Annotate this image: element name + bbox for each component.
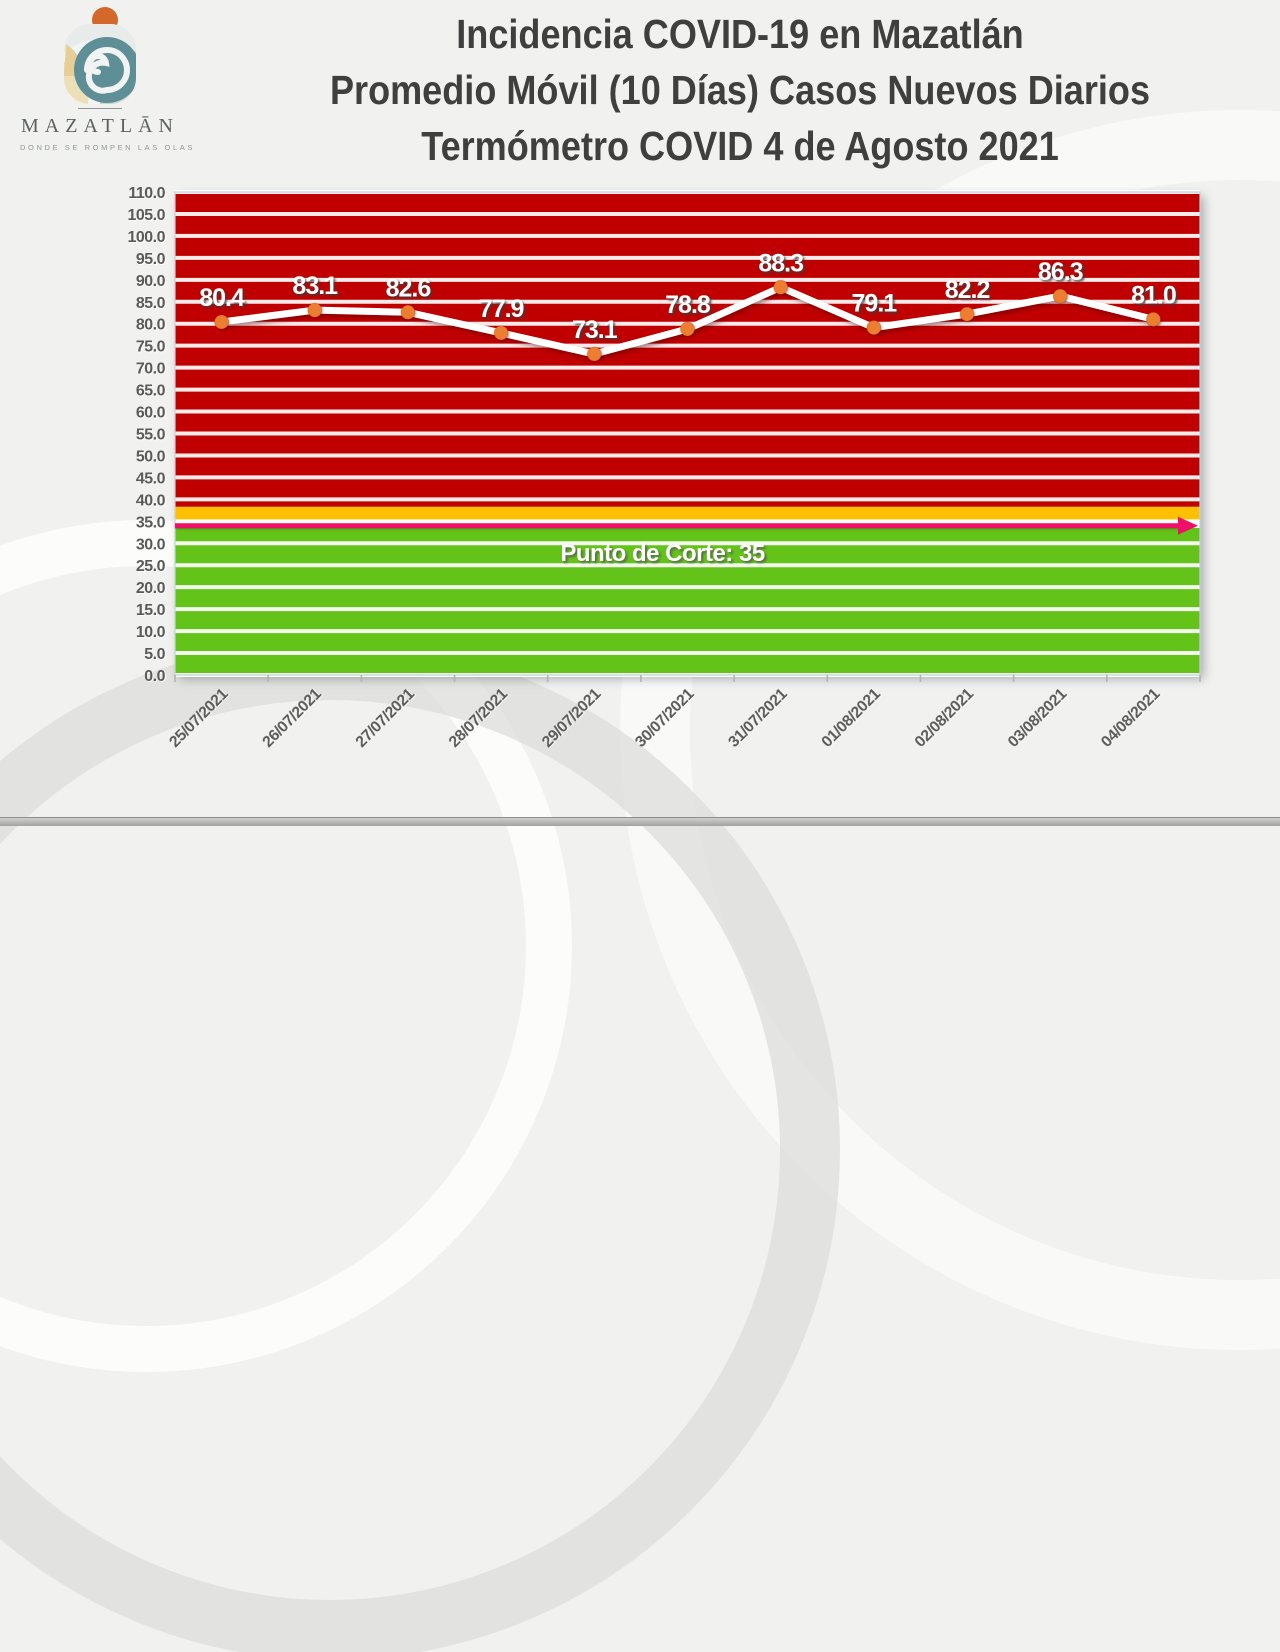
covid-line-chart: 0.0 5.0 10.0 15.0 20.0 25.0 30.0 35.0 40.0 45.0 50… <box>127 185 1201 751</box>
y-tick-label: 50.0 <box>136 448 166 465</box>
data-point <box>680 321 695 337</box>
mazatlan-shell-icon <box>64 7 136 104</box>
x-tick-label: 04/08/2021 <box>1098 685 1164 751</box>
title-line-2: Promedio Móvil (10 Días) Casos Nuevos Di… <box>329 67 1151 113</box>
y-tick-label: 35.0 <box>136 514 166 531</box>
y-tick-label: 40.0 <box>136 492 166 509</box>
zone-yellow-band <box>175 506 1200 520</box>
data-label: 88.3 <box>758 249 803 277</box>
cutoff-label: Punto de Corte: 35 <box>560 540 765 567</box>
zone-green-band <box>175 527 1200 675</box>
logo-tagline: DONDE SE ROMPEN LAS OLAS <box>20 143 195 152</box>
plot-border <box>174 191 1201 676</box>
y-tick-label: 95.0 <box>136 251 166 268</box>
x-tick-label: 25/07/2021 <box>166 685 232 751</box>
data-point <box>307 302 323 318</box>
logo-divider <box>78 108 122 109</box>
x-tick-label: 03/08/2021 <box>1005 685 1071 751</box>
logo-wordmark: MAZATLĀN <box>21 115 179 137</box>
bottom-divider-bar <box>0 817 1280 826</box>
data-label: 79.1 <box>852 290 898 318</box>
y-tick-label: 65.0 <box>136 383 166 400</box>
cutoff-arrow-icon <box>1178 516 1198 535</box>
y-tick-label: 85.0 <box>136 295 166 312</box>
x-tick-label: 26/07/2021 <box>259 685 325 751</box>
y-tick-label: 100.0 <box>127 229 165 246</box>
y-tick-label: 10.0 <box>136 624 166 641</box>
data-label: 77.9 <box>479 295 524 323</box>
y-tick-label: 5.0 <box>144 646 165 663</box>
x-tick-label: 02/08/2021 <box>912 685 978 751</box>
x-tick-label: 01/08/2021 <box>819 685 885 751</box>
zone-red-band <box>175 192 1200 507</box>
y-tick-label: 45.0 <box>136 470 166 487</box>
data-point <box>773 279 789 295</box>
data-label: 82.6 <box>386 274 431 302</box>
data-label: 80.4 <box>199 284 245 312</box>
x-tick-label: 28/07/2021 <box>446 685 512 751</box>
data-label: 78.8 <box>665 291 711 319</box>
data-label: 82.2 <box>945 276 990 304</box>
y-tick-label: 80.0 <box>136 317 166 334</box>
y-tick-label: 90.0 <box>136 273 166 290</box>
data-label: 73.1 <box>572 316 618 344</box>
x-tick-label: 31/07/2021 <box>725 685 791 751</box>
title-line-3: Termómetro COVID 4 de Agosto 2021 <box>421 123 1059 169</box>
data-point <box>214 314 230 330</box>
x-tick-label: 30/07/2021 <box>632 685 698 751</box>
data-point <box>493 325 509 341</box>
data-label: 83.1 <box>292 272 338 300</box>
x-tick-label: 27/07/2021 <box>353 685 419 751</box>
y-tick-label: 25.0 <box>136 558 166 575</box>
mazatlan-logo: MAZATLĀN DONDE SE ROMPEN LAS OLAS <box>20 4 195 152</box>
data-point <box>1145 311 1161 327</box>
title-line-1: Incidencia COVID-19 en Mazatlán <box>456 11 1024 57</box>
y-tick-label: 75.0 <box>136 339 166 356</box>
y-tick-label: 70.0 <box>136 361 166 378</box>
y-tick-label: 60.0 <box>136 405 166 422</box>
data-point <box>586 346 602 362</box>
y-tick-label: 110.0 <box>128 185 165 202</box>
y-tick-label: 15.0 <box>136 602 166 619</box>
data-point <box>1052 288 1068 304</box>
y-tick-label: 0.0 <box>144 668 165 685</box>
chart-title: Incidencia COVID-19 en Mazatlán Promedio… <box>200 6 1280 174</box>
y-tick-label: 55.0 <box>136 427 166 444</box>
y-tick-label: 30.0 <box>136 536 166 553</box>
x-tick-label: 29/07/2021 <box>539 685 605 751</box>
data-point <box>866 320 882 336</box>
y-tick-label: 20.0 <box>136 580 166 597</box>
data-point <box>959 306 975 322</box>
data-label: 86.3 <box>1038 258 1083 286</box>
data-label: 81.0 <box>1131 281 1176 309</box>
y-tick-label: 105.0 <box>127 207 165 224</box>
data-point <box>400 304 416 320</box>
